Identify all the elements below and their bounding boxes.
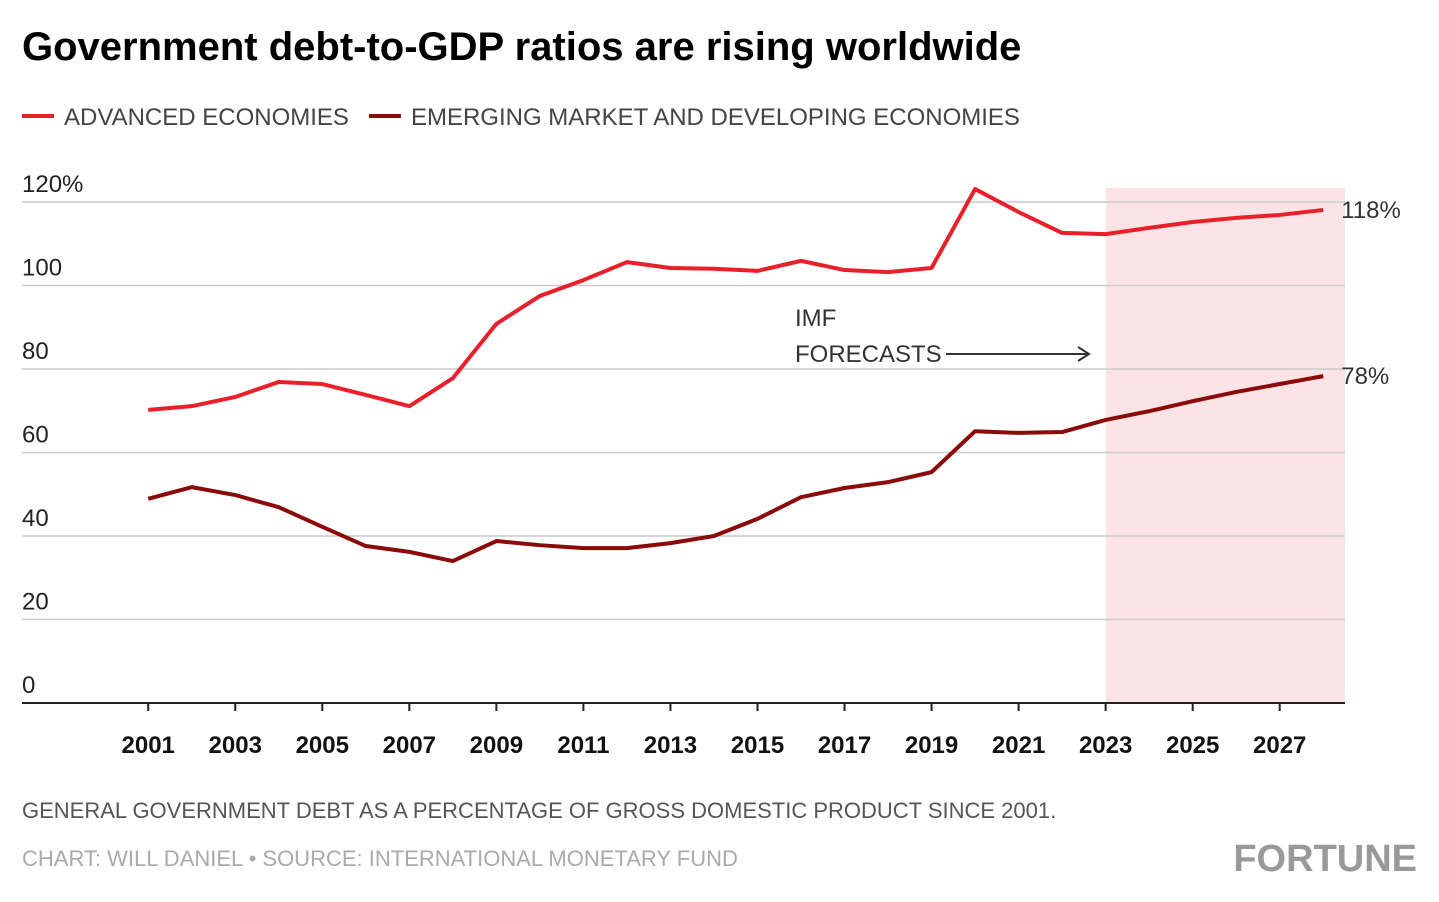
brand-logo: FORTUNE bbox=[1233, 838, 1417, 880]
series-line bbox=[147, 374, 1324, 564]
source: CHART: WILL DANIEL • SOURCE: INTERNATION… bbox=[22, 846, 738, 871]
end-label: 118% bbox=[1341, 197, 1401, 224]
x-tick-label: 2003 bbox=[209, 732, 262, 759]
forecast-label: FORECASTS bbox=[795, 341, 942, 368]
legend-label: ADVANCED ECONOMIES bbox=[64, 104, 349, 131]
x-tick-label: 2007 bbox=[383, 732, 436, 759]
y-tick-label: 100 bbox=[22, 255, 62, 282]
y-tick-label: 0 bbox=[22, 672, 35, 699]
y-tick-label: 20 bbox=[22, 589, 49, 616]
x-tick-label: 2027 bbox=[1253, 732, 1306, 759]
x-tick-label: 2001 bbox=[122, 732, 175, 759]
x-tick-label: 2013 bbox=[644, 732, 697, 759]
y-tick-label: 120% bbox=[22, 171, 83, 198]
y-tick-label: 40 bbox=[22, 505, 49, 532]
x-tick-label: 2021 bbox=[992, 732, 1045, 759]
y-tick-label: 60 bbox=[22, 422, 49, 449]
x-tick-label: 2005 bbox=[296, 732, 349, 759]
x-tick-label: 2015 bbox=[731, 732, 784, 759]
x-tick-label: 2017 bbox=[818, 732, 871, 759]
x-tick-label: 2025 bbox=[1166, 732, 1219, 759]
note: GENERAL GOVERNMENT DEBT AS A PERCENTAGE … bbox=[22, 798, 1056, 823]
x-tick-label: 2023 bbox=[1079, 732, 1132, 759]
y-tick-label: 80 bbox=[22, 338, 49, 365]
end-label: 78% bbox=[1341, 363, 1389, 390]
series-line bbox=[148, 187, 1324, 412]
forecast-region bbox=[1105, 188, 1345, 703]
x-tick-label: 2009 bbox=[470, 732, 523, 759]
x-tick-label: 2019 bbox=[905, 732, 958, 759]
forecast-arrowhead bbox=[1077, 346, 1091, 362]
chart-title: Government debt-to-GDP ratios are rising… bbox=[22, 25, 1021, 69]
forecast-label: IMF bbox=[795, 305, 836, 332]
x-tick-label: 2011 bbox=[557, 732, 609, 759]
legend-label: EMERGING MARKET AND DEVELOPING ECONOMIES bbox=[411, 104, 1020, 131]
